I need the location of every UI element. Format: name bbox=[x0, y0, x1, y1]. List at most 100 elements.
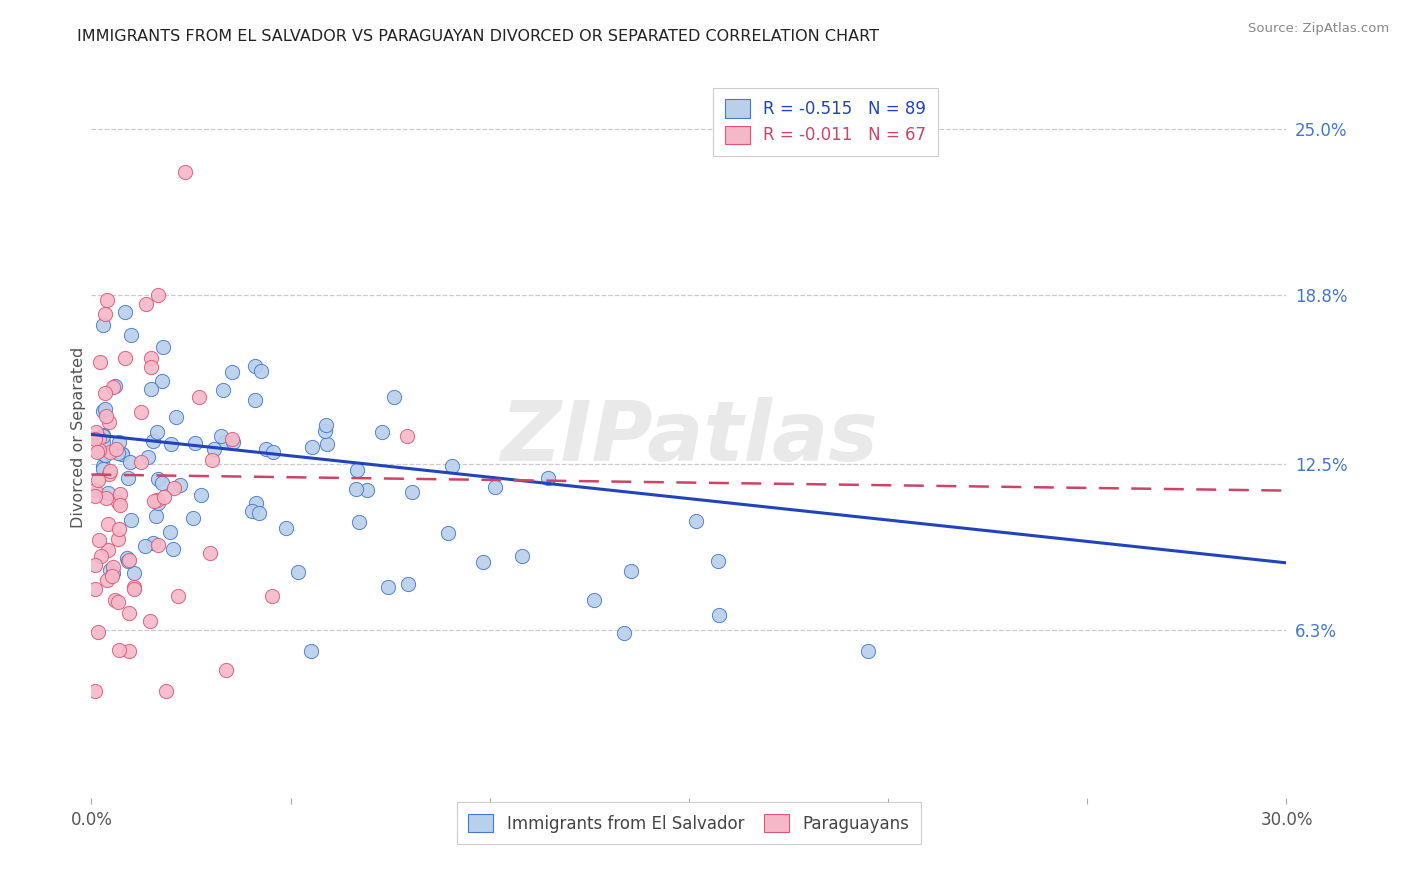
Point bbox=[142, 494, 165, 508]
Point bbox=[104, 442, 127, 457]
Point bbox=[84, 684, 107, 698]
Point bbox=[103, 380, 125, 394]
Point bbox=[145, 425, 167, 440]
Point bbox=[94, 402, 117, 417]
Point bbox=[169, 478, 191, 492]
Point bbox=[212, 383, 235, 397]
Point bbox=[84, 425, 107, 439]
Point bbox=[139, 382, 162, 396]
Point bbox=[108, 487, 131, 501]
Point bbox=[94, 409, 117, 423]
Point bbox=[98, 467, 121, 482]
Point bbox=[94, 448, 117, 462]
Point bbox=[96, 293, 118, 308]
Point bbox=[181, 511, 204, 525]
Point bbox=[117, 644, 139, 658]
Point bbox=[221, 432, 243, 446]
Point bbox=[93, 447, 115, 461]
Point bbox=[152, 340, 174, 354]
Point bbox=[401, 485, 423, 500]
Point bbox=[150, 374, 173, 388]
Point bbox=[89, 443, 111, 458]
Point bbox=[287, 566, 309, 580]
Point bbox=[150, 475, 173, 490]
Point bbox=[209, 429, 232, 443]
Point bbox=[107, 532, 129, 546]
Point bbox=[395, 429, 418, 443]
Point bbox=[215, 663, 238, 677]
Point bbox=[262, 445, 284, 459]
Point bbox=[122, 582, 145, 596]
Point bbox=[145, 509, 167, 524]
Point bbox=[108, 643, 131, 657]
Point bbox=[97, 516, 120, 531]
Point bbox=[200, 546, 222, 560]
Point bbox=[107, 446, 129, 460]
Point bbox=[344, 482, 367, 496]
Point bbox=[93, 307, 115, 321]
Point bbox=[142, 536, 165, 550]
Point bbox=[114, 351, 136, 366]
Point bbox=[93, 427, 115, 442]
Point bbox=[120, 327, 142, 342]
Point bbox=[202, 442, 225, 456]
Point bbox=[122, 566, 145, 580]
Point bbox=[98, 563, 121, 577]
Point bbox=[214, 434, 236, 449]
Point bbox=[299, 644, 322, 658]
Point bbox=[87, 473, 110, 487]
Point bbox=[159, 525, 181, 540]
Point bbox=[135, 297, 157, 311]
Text: IMMIGRANTS FROM EL SALVADOR VS PARAGUAYAN DIVORCED OR SEPARATED CORRELATION CHAR: IMMIGRANTS FROM EL SALVADOR VS PARAGUAYA… bbox=[77, 29, 879, 44]
Point bbox=[537, 471, 560, 485]
Point bbox=[160, 437, 183, 451]
Point bbox=[101, 560, 124, 574]
Point bbox=[122, 580, 145, 594]
Point bbox=[84, 432, 107, 446]
Point bbox=[118, 606, 141, 620]
Point bbox=[146, 493, 169, 508]
Point bbox=[346, 463, 368, 477]
Point bbox=[84, 489, 107, 503]
Point bbox=[260, 589, 283, 603]
Point bbox=[108, 499, 131, 513]
Point bbox=[103, 566, 125, 580]
Point bbox=[142, 434, 165, 449]
Point bbox=[274, 521, 297, 535]
Point bbox=[86, 445, 108, 459]
Point bbox=[190, 488, 212, 502]
Point bbox=[243, 359, 266, 373]
Point bbox=[163, 481, 186, 495]
Point bbox=[134, 539, 156, 553]
Point bbox=[139, 614, 162, 628]
Point bbox=[200, 453, 222, 467]
Point bbox=[240, 504, 263, 518]
Point bbox=[120, 455, 142, 469]
Point bbox=[148, 472, 170, 486]
Point bbox=[173, 165, 195, 179]
Point bbox=[93, 434, 115, 449]
Point bbox=[146, 496, 169, 510]
Point bbox=[117, 551, 139, 566]
Point bbox=[440, 458, 463, 473]
Point bbox=[87, 431, 110, 445]
Point bbox=[706, 553, 728, 567]
Point bbox=[247, 506, 270, 520]
Point bbox=[155, 684, 177, 698]
Point bbox=[243, 392, 266, 407]
Point bbox=[87, 533, 110, 547]
Point bbox=[84, 558, 107, 572]
Point bbox=[222, 434, 245, 449]
Point bbox=[437, 525, 460, 540]
Point bbox=[114, 304, 136, 318]
Point bbox=[141, 351, 163, 366]
Point bbox=[93, 404, 115, 418]
Point bbox=[93, 429, 115, 443]
Point bbox=[87, 625, 110, 640]
Point bbox=[315, 417, 337, 432]
Point bbox=[167, 589, 190, 603]
Point bbox=[858, 644, 880, 658]
Point bbox=[250, 364, 273, 378]
Point bbox=[84, 582, 107, 597]
Point bbox=[94, 491, 117, 506]
